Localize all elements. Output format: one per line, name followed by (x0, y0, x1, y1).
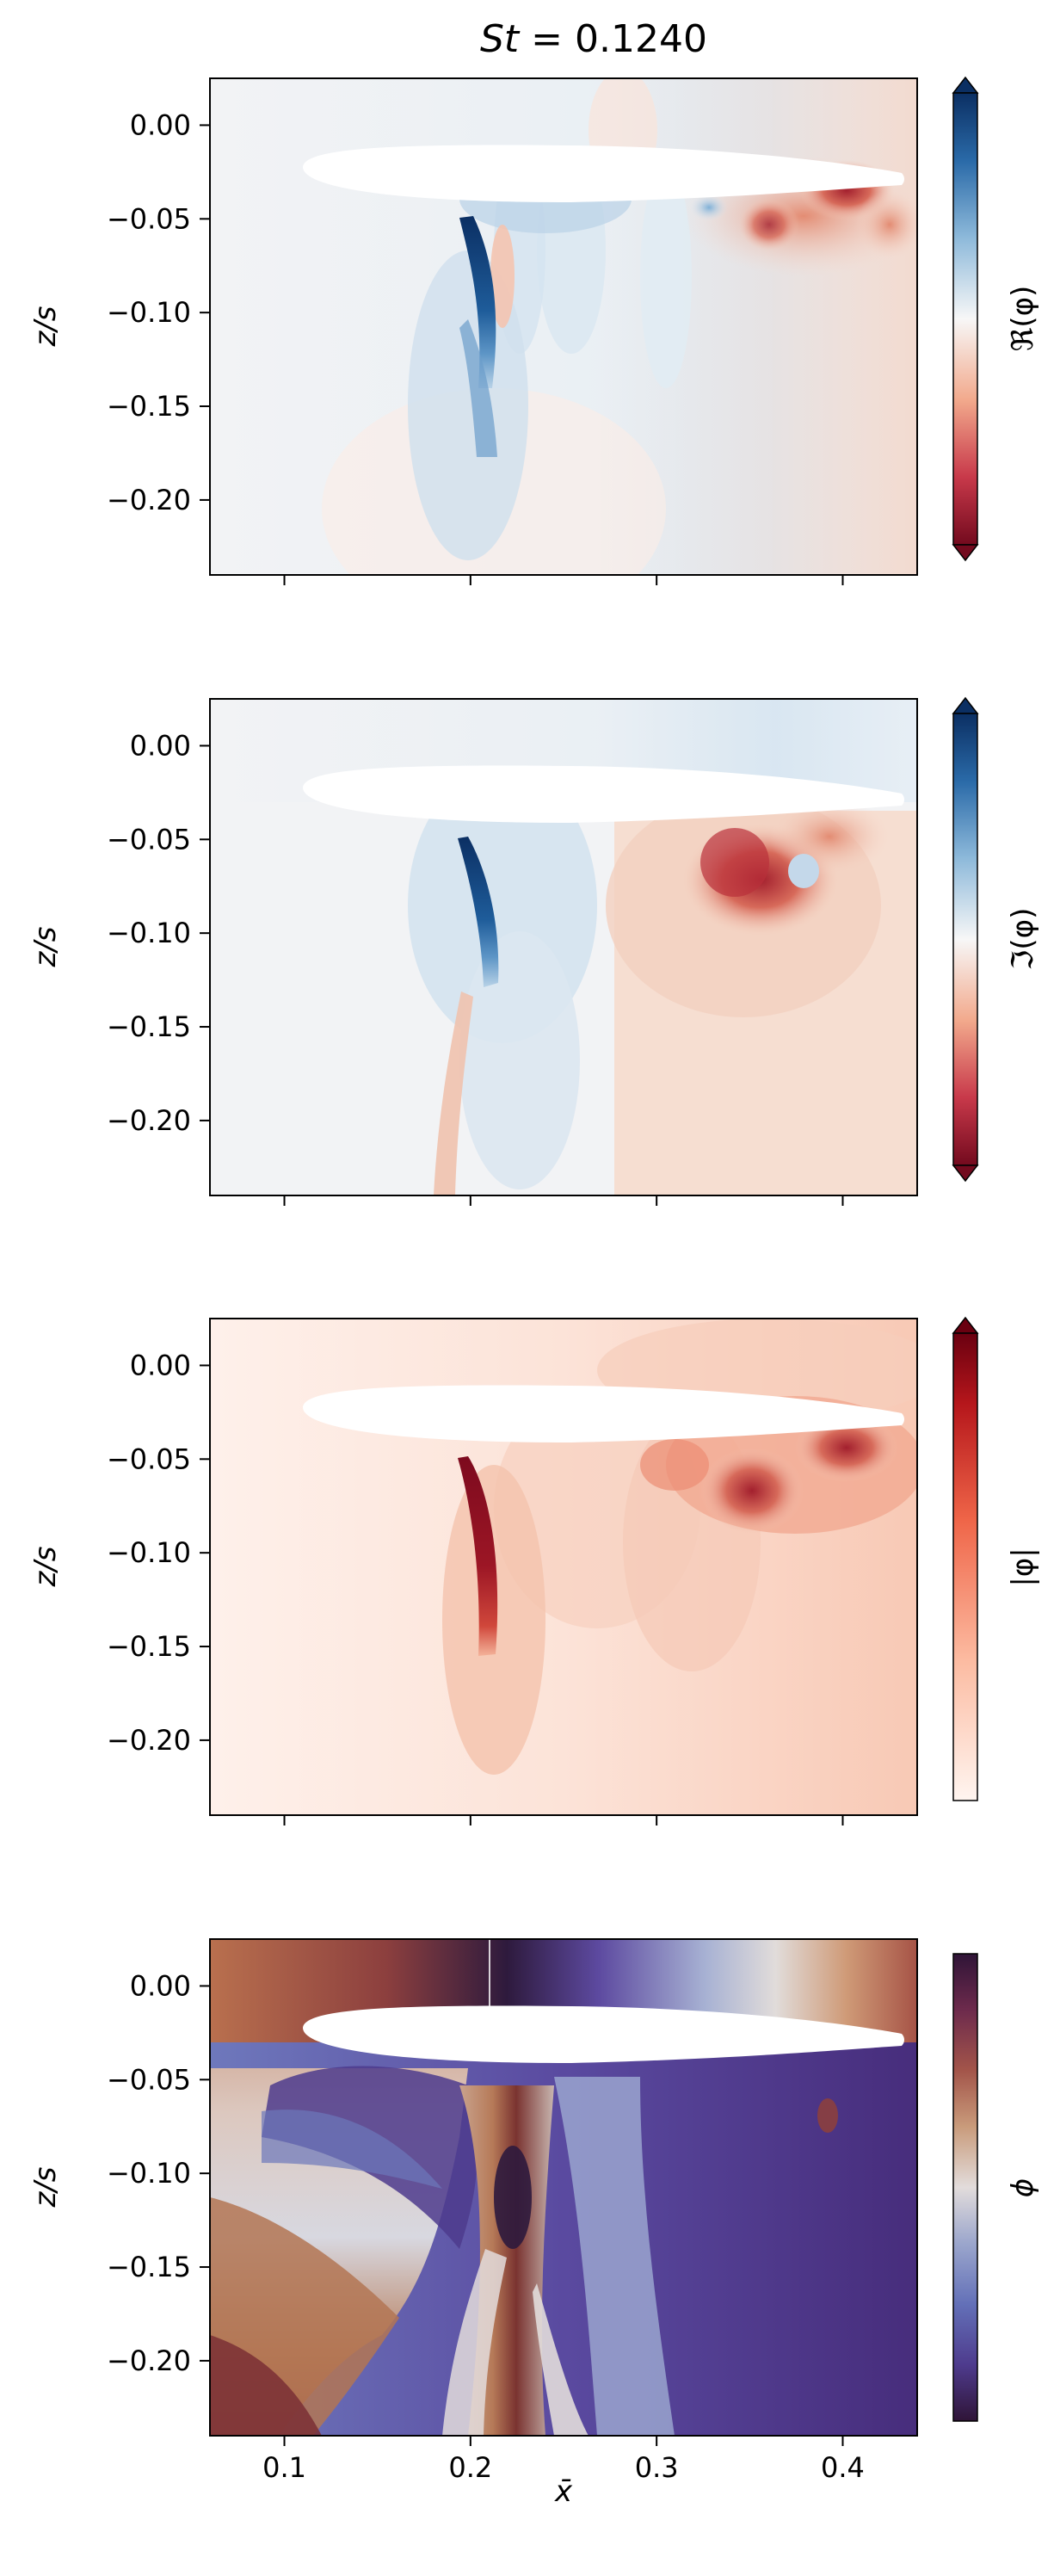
y-tick-label: −0.05 (107, 202, 191, 235)
y-tick-label: −0.20 (107, 1724, 191, 1757)
y-ticks: 0.00 −0.05 −0.10 −0.15 −0.20 (107, 1349, 210, 1757)
heatmap-imag (210, 699, 917, 1195)
colorbar-extend-min (952, 1164, 979, 1183)
colorbar-phase: ϕ (952, 1953, 1040, 2422)
panel-imag: 0.00 −0.05 −0.10 −0.15 −0.20 z/s (28, 698, 918, 1206)
y-ticks: 0.00 −0.05 −0.10 −0.15 −0.20 (107, 1969, 210, 2377)
axes-frame (209, 698, 918, 1196)
y-tick-label: −0.10 (107, 917, 191, 949)
y-tick-label: −0.20 (107, 1104, 191, 1137)
title-rest: = 0.1240 (519, 17, 707, 61)
y-tick-label: 0.00 (130, 1969, 191, 2002)
panel-phase: 0.1 0.2 0.3 0.4 0.00 −0.05 −0.10 −0.15 −0.20 z/… (28, 1938, 918, 2509)
y-tick-label: 0.00 (130, 108, 191, 141)
x-tick-label: 0.1 (262, 2451, 306, 2484)
y-tick-label: −0.20 (107, 484, 191, 516)
y-axis-label: z/s (28, 1546, 63, 1587)
colorbar-extend-max (952, 1316, 979, 1334)
x-ticks: 0.1 0.2 0.3 0.4 (262, 2436, 865, 2484)
y-tick-label: −0.10 (107, 2157, 191, 2190)
axes-frame (209, 1938, 918, 2437)
x-tick-label: 0.3 (635, 2451, 679, 2484)
y-tick-label: 0.00 (130, 1349, 191, 1381)
y-ticks: 0.00 −0.05 −0.10 −0.15 −0.20 (107, 729, 210, 1137)
y-tick-label: −0.05 (107, 823, 191, 856)
colorbar-label-phase: ϕ (1006, 2178, 1040, 2197)
heatmap-phase (210, 1939, 917, 2436)
axes-frame (209, 1318, 918, 1816)
x-ticks (283, 575, 844, 585)
y-tick-label: −0.05 (107, 2063, 191, 2096)
y-tick-label: −0.20 (107, 2344, 191, 2377)
y-tick-label: −0.15 (107, 1010, 191, 1043)
y-tick-label: −0.15 (107, 2251, 191, 2283)
y-tick-label: −0.15 (107, 390, 191, 423)
y-tick-label: −0.10 (107, 1536, 191, 1569)
colorbar-extend-max (952, 696, 979, 714)
y-axis-label: z/s (28, 306, 63, 347)
colorbar-real: ℜ(φ) (952, 76, 1040, 562)
y-ticks: 0.00 −0.05 −0.10 −0.15 −0.20 (107, 108, 210, 516)
heatmap-real (210, 78, 917, 575)
colorbar-label-magnitude: |φ| (1006, 1547, 1040, 1586)
y-tick-label: −0.05 (107, 1442, 191, 1475)
x-tick-label: 0.4 (821, 2451, 865, 2484)
figure-title: St = 0.1240 (480, 17, 707, 61)
colorbar-label-imag: ℑ(φ) (1006, 908, 1040, 971)
axes-frame (209, 77, 918, 576)
title-var: St (480, 17, 521, 61)
y-tick-label: −0.15 (107, 1630, 191, 1663)
y-tick-label: 0.00 (130, 729, 191, 762)
colorbar-imag: ℑ(φ) (952, 696, 1040, 1183)
colorbar-label-real: ℜ(φ) (1006, 286, 1040, 352)
colorbar-magnitude: |φ| (952, 1316, 1040, 1801)
x-tick-label: 0.2 (448, 2451, 492, 2484)
panel-real: 0.00 −0.05 −0.10 −0.15 −0.20 z/s (28, 77, 918, 585)
y-tick-label: −0.10 (107, 296, 191, 329)
y-axis-label: z/s (28, 2166, 63, 2208)
x-axis-label: x̄ (554, 2474, 573, 2509)
panel-magnitude: 0.00 −0.05 −0.10 −0.15 −0.20 z/s (28, 1318, 918, 1825)
heatmap-magnitude (210, 1319, 917, 1815)
colorbar-extend-min (952, 544, 979, 562)
x-ticks (283, 1195, 844, 1206)
y-axis-label: z/s (28, 926, 63, 967)
colorbar-extend-max (952, 76, 979, 94)
x-ticks (283, 1815, 844, 1825)
